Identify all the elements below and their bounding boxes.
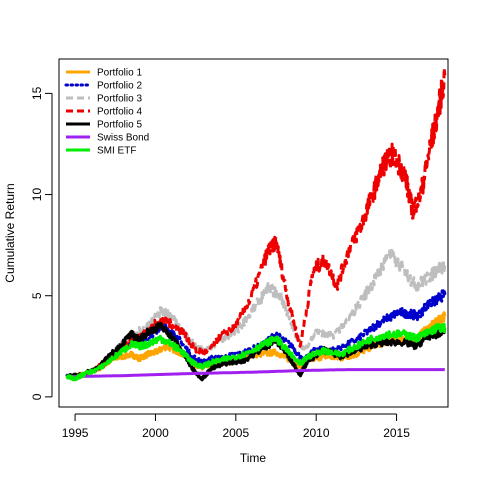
plot-frame [58, 58, 449, 408]
legend-label: Portfolio 5 [97, 120, 142, 131]
series-line-6 [66, 368, 445, 379]
series-line-7 [65, 322, 447, 382]
y-axis: 0 5 10 15 [30, 86, 53, 400]
y-tick-label: 10 [30, 188, 44, 202]
y-tick-label: 0 [30, 393, 44, 400]
x-axis-title: Time [240, 451, 267, 465]
legend-label: Portfolio 2 [97, 81, 142, 92]
x-tick-label: 2015 [383, 426, 410, 440]
y-tick-label: 15 [30, 86, 44, 100]
y-tick-label: 5 [30, 292, 44, 299]
x-tick-label: 2000 [142, 426, 169, 440]
series-line-5 [66, 321, 447, 382]
legend: Portfolio 1 Portfolio 2 Portfolio 3 Portfol… [64, 68, 149, 157]
legend-label: Portfolio 3 [97, 94, 142, 105]
legend-label: Portfolio 4 [97, 107, 142, 118]
x-tick-label: 2005 [222, 426, 249, 440]
y-axis-title: Cumulative Return [3, 183, 17, 282]
x-tick-label: 2010 [303, 426, 330, 440]
series-layer [65, 66, 447, 382]
legend-label: Portfolio 1 [97, 68, 142, 79]
x-axis: 1995 2000 2005 2010 2015 [62, 413, 410, 440]
legend-label: SMI ETF [97, 146, 136, 157]
x-tick-label: 1995 [62, 426, 89, 440]
legend-label: Swiss Bond [97, 133, 149, 144]
